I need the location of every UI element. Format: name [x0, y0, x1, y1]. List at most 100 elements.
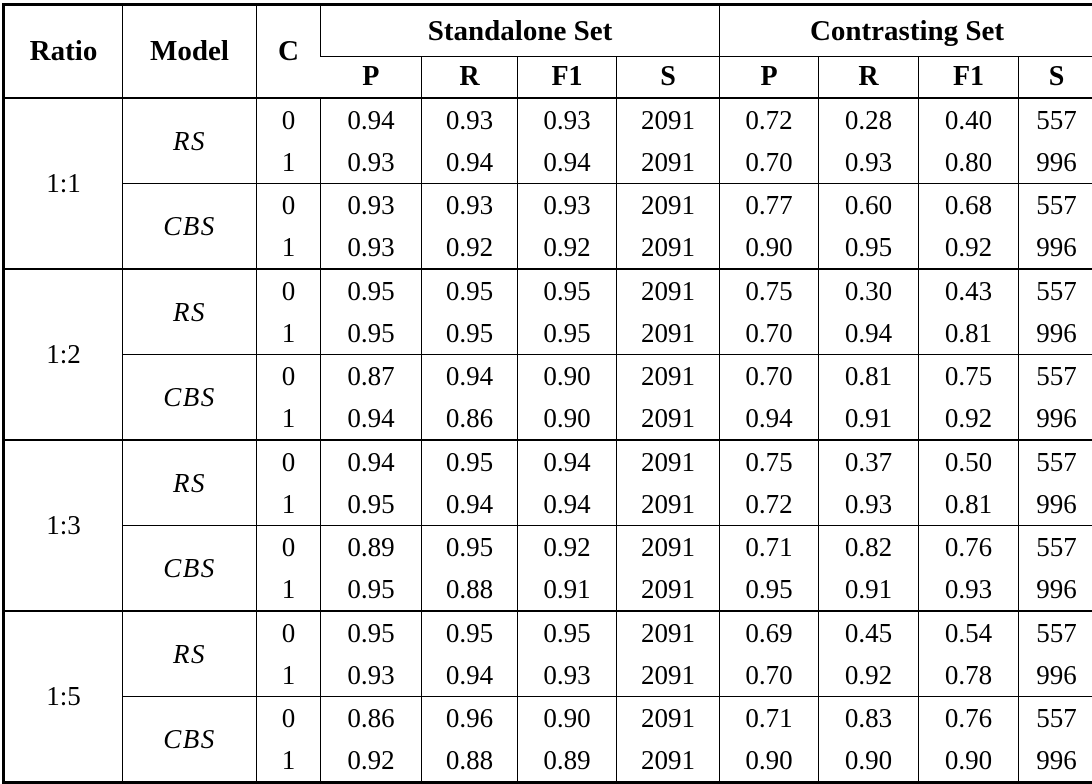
metric-cell: 0.88 — [422, 568, 518, 611]
ratio-cell: 1:3 — [4, 440, 123, 611]
ratio-cell: 1:5 — [4, 611, 123, 783]
c-cell: 0 — [257, 184, 321, 227]
metric-cell: 2091 — [617, 397, 720, 440]
metric-cell: 0.93 — [422, 98, 518, 141]
c-cell: 1 — [257, 312, 321, 355]
metric-cell: 0.94 — [422, 483, 518, 526]
metric-cell: 0.92 — [422, 226, 518, 269]
metric-cell: 996 — [1019, 739, 1092, 783]
metric-cell: 0.95 — [422, 312, 518, 355]
metric-cell: 0.72 — [720, 98, 819, 141]
metric-cell: 0.28 — [819, 98, 919, 141]
metric-cell: 0.81 — [919, 312, 1019, 355]
metric-cell: 0.95 — [321, 312, 422, 355]
metric-cell: 0.94 — [518, 440, 617, 483]
metric-cell: 2091 — [617, 98, 720, 141]
col-header-standalone-f1: F1 — [518, 57, 617, 99]
metric-cell: 0.90 — [819, 739, 919, 783]
metric-cell: 0.95 — [422, 440, 518, 483]
metric-cell: 0.77 — [720, 184, 819, 227]
metric-cell: 0.76 — [919, 697, 1019, 740]
metric-cell: 0.95 — [321, 611, 422, 654]
metric-cell: 0.91 — [518, 568, 617, 611]
table-row: CBS 0 0.87 0.94 0.90 2091 0.70 0.81 0.75… — [4, 355, 1092, 398]
metric-cell: 0.93 — [518, 98, 617, 141]
c-cell: 0 — [257, 526, 321, 569]
metric-cell: 0.83 — [819, 697, 919, 740]
metric-cell: 0.92 — [919, 226, 1019, 269]
metric-cell: 0.54 — [919, 611, 1019, 654]
metric-cell: 0.87 — [321, 355, 422, 398]
c-cell: 0 — [257, 355, 321, 398]
metric-cell: 2091 — [617, 739, 720, 783]
metric-cell: 0.90 — [518, 355, 617, 398]
metric-cell: 0.93 — [819, 483, 919, 526]
metric-cell: 0.94 — [518, 141, 617, 184]
model-cell: CBS — [123, 355, 257, 441]
group-header-standalone: Standalone Set — [321, 5, 720, 57]
col-header-standalone-p: P — [321, 57, 422, 99]
metric-cell: 0.92 — [518, 526, 617, 569]
table-row: CBS 0 0.89 0.95 0.92 2091 0.71 0.82 0.76… — [4, 526, 1092, 569]
metric-cell: 0.94 — [422, 654, 518, 697]
metric-cell: 996 — [1019, 483, 1092, 526]
metric-cell: 2091 — [617, 654, 720, 697]
metric-cell: 557 — [1019, 355, 1092, 398]
metric-cell: 0.69 — [720, 611, 819, 654]
metric-cell: 2091 — [617, 483, 720, 526]
metric-cell: 557 — [1019, 611, 1092, 654]
metric-cell: 0.89 — [321, 526, 422, 569]
metric-cell: 0.70 — [720, 141, 819, 184]
metric-cell: 0.75 — [919, 355, 1019, 398]
c-cell: 0 — [257, 98, 321, 141]
metric-cell: 0.86 — [422, 397, 518, 440]
metric-cell: 0.90 — [720, 739, 819, 783]
metric-cell: 0.91 — [819, 568, 919, 611]
c-cell: 1 — [257, 397, 321, 440]
metric-cell: 0.93 — [518, 654, 617, 697]
metric-cell: 0.88 — [422, 739, 518, 783]
col-header-ratio: Ratio — [4, 5, 123, 99]
metric-cell: 0.70 — [720, 654, 819, 697]
c-cell: 1 — [257, 226, 321, 269]
col-header-standalone-r: R — [422, 57, 518, 99]
metric-cell: 0.45 — [819, 611, 919, 654]
c-cell: 1 — [257, 654, 321, 697]
header-row-groups: Ratio Model C Standalone Set Contrasting… — [4, 5, 1092, 57]
metric-cell: 0.94 — [422, 141, 518, 184]
metric-cell: 2091 — [617, 440, 720, 483]
metric-cell: 2091 — [617, 226, 720, 269]
model-cell: RS — [123, 611, 257, 697]
metric-cell: 0.80 — [919, 141, 1019, 184]
metric-cell: 0.92 — [518, 226, 617, 269]
metric-cell: 996 — [1019, 568, 1092, 611]
metric-cell: 0.92 — [321, 739, 422, 783]
model-cell: RS — [123, 269, 257, 355]
metric-cell: 0.94 — [321, 98, 422, 141]
metric-cell: 0.95 — [819, 226, 919, 269]
metric-cell: 0.92 — [819, 654, 919, 697]
metric-cell: 0.70 — [720, 312, 819, 355]
metric-cell: 996 — [1019, 226, 1092, 269]
metric-cell: 0.90 — [518, 397, 617, 440]
metric-cell: 557 — [1019, 184, 1092, 227]
c-cell: 0 — [257, 611, 321, 654]
metric-cell: 0.93 — [518, 184, 617, 227]
metric-cell: 0.82 — [819, 526, 919, 569]
table-row: 1:2 RS 0 0.95 0.95 0.95 2091 0.75 0.30 0… — [4, 269, 1092, 312]
metric-cell: 0.71 — [720, 697, 819, 740]
metric-cell: 0.95 — [321, 483, 422, 526]
metric-cell: 0.94 — [518, 483, 617, 526]
metric-cell: 2091 — [617, 269, 720, 312]
results-table: Ratio Model C Standalone Set Contrasting… — [2, 3, 1092, 784]
c-cell: 0 — [257, 440, 321, 483]
metric-cell: 0.30 — [819, 269, 919, 312]
metric-cell: 996 — [1019, 654, 1092, 697]
model-cell: CBS — [123, 526, 257, 612]
metric-cell: 2091 — [617, 355, 720, 398]
col-header-model: Model — [123, 5, 257, 99]
metric-cell: 0.95 — [321, 568, 422, 611]
metric-cell: 2091 — [617, 568, 720, 611]
table-row: CBS 0 0.86 0.96 0.90 2091 0.71 0.83 0.76… — [4, 697, 1092, 740]
c-cell: 1 — [257, 568, 321, 611]
